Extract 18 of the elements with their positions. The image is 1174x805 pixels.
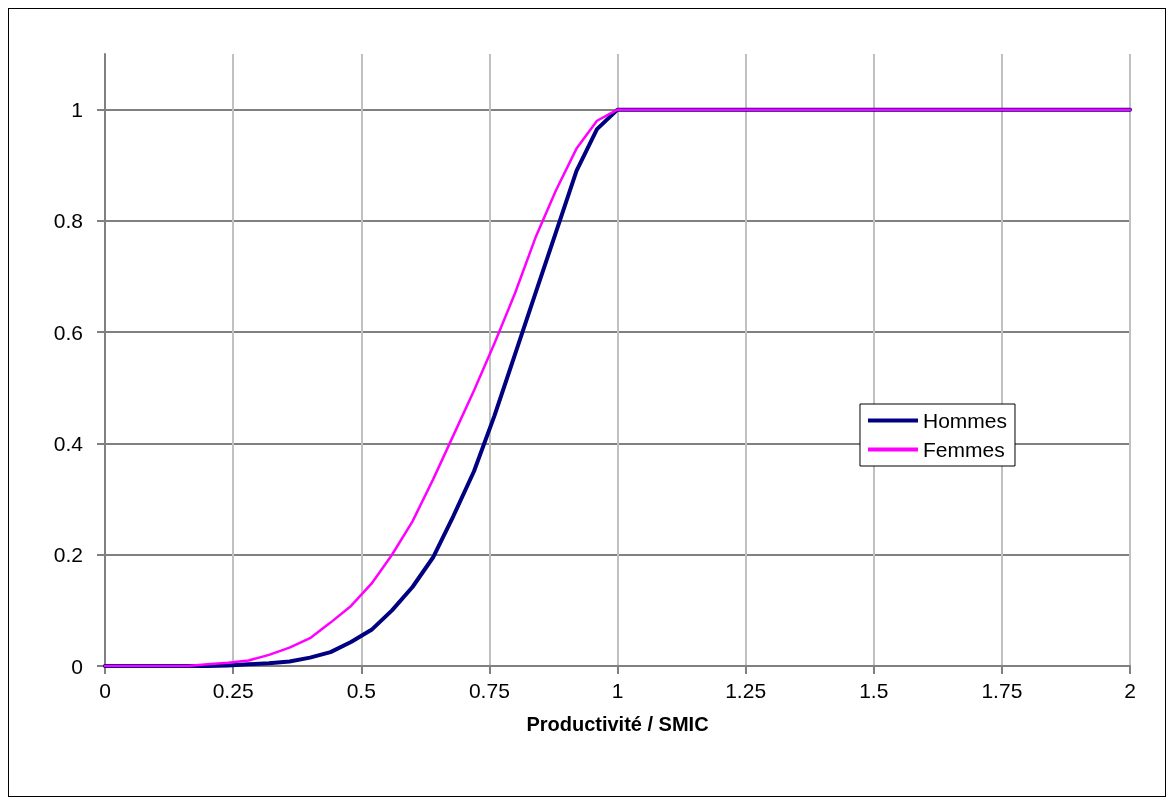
y-tick-label: 0.8 — [53, 209, 83, 233]
y-tick-label: 0.6 — [53, 320, 83, 344]
y-tick-label: 0.4 — [53, 431, 84, 455]
x-tick-label: 0.75 — [468, 679, 510, 702]
y-tick-label: 0.2 — [53, 543, 83, 567]
x-tick-label: 0.25 — [212, 679, 254, 702]
x-tick-label: 1 — [611, 679, 624, 702]
y-tick-label: 0 — [71, 654, 83, 678]
legend-label: Hommes — [922, 409, 1008, 432]
x-tick-label: 1.75 — [981, 679, 1023, 702]
x-tick-label: 1.25 — [725, 679, 767, 702]
x-tick-label: 0.5 — [346, 679, 376, 702]
y-tick-label: 1 — [71, 98, 83, 122]
x-tick-label: 0 — [99, 679, 111, 702]
legend-label: Femmes — [922, 438, 1005, 461]
x-tick-label: 1.5 — [859, 679, 889, 702]
x-tick-label: 2 — [1124, 679, 1136, 702]
x-axis-title: Productivité / SMIC — [526, 713, 709, 735]
